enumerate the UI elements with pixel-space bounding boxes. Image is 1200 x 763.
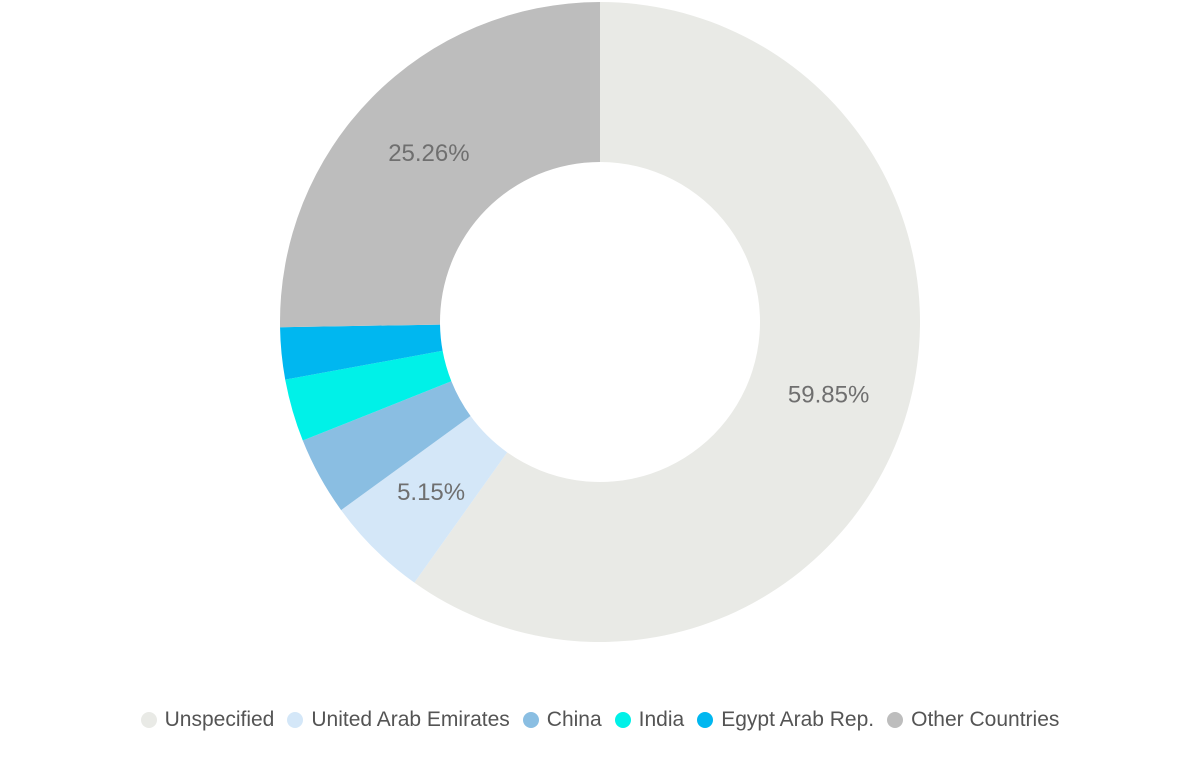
legend-item-unspecified[interactable]: Unspecified bbox=[140, 704, 275, 736]
pie-slice-china[interactable] bbox=[302, 381, 471, 511]
legend-item-china[interactable]: China bbox=[522, 704, 602, 736]
pie-slice-india[interactable] bbox=[285, 350, 452, 441]
legend-dot-egypt-arab-rep bbox=[697, 712, 714, 728]
legend-dot-united-arab-emirates bbox=[287, 712, 304, 728]
legend-label: Unspecified bbox=[164, 708, 275, 731]
legend-item-united-arab-emirates[interactable]: United Arab Emirates bbox=[287, 704, 510, 736]
legend-dot-china bbox=[522, 712, 539, 728]
pie-slice-unspecified[interactable] bbox=[414, 2, 920, 642]
legend-item-other-countries[interactable]: Other Countries bbox=[887, 704, 1059, 736]
pie-slice-other-countries[interactable] bbox=[279, 2, 600, 328]
pie-slice-egypt-arab-rep[interactable] bbox=[280, 324, 443, 380]
legend-label: Other Countries bbox=[911, 708, 1060, 731]
pie-slice-united-arab-emirates[interactable] bbox=[341, 416, 508, 583]
slice-label-united-arab-emirates: 5.15% bbox=[397, 479, 465, 506]
legend-item-egypt-arab-rep[interactable]: Egypt Arab Rep. bbox=[697, 704, 874, 736]
slice-label-other-countries: 25.26% bbox=[388, 140, 469, 167]
legend-label: China bbox=[546, 708, 602, 731]
legend-dot-india bbox=[614, 712, 631, 728]
legend-dot-other-countries bbox=[887, 712, 904, 728]
legend-label: India bbox=[638, 708, 685, 731]
legend-dot-unspecified bbox=[140, 712, 157, 728]
legend-item-india[interactable]: India bbox=[614, 704, 685, 736]
donut-chart: 59.85% 5.15% 25.26% bbox=[279, 2, 920, 642]
slice-label-unspecified: 59.85% bbox=[788, 382, 869, 409]
legend-label: United Arab Emirates bbox=[311, 708, 510, 731]
legend-label: Egypt Arab Rep. bbox=[721, 708, 875, 731]
chart-legend: Unspecified United Arab Emirates China Indi… bbox=[0, 704, 1200, 736]
